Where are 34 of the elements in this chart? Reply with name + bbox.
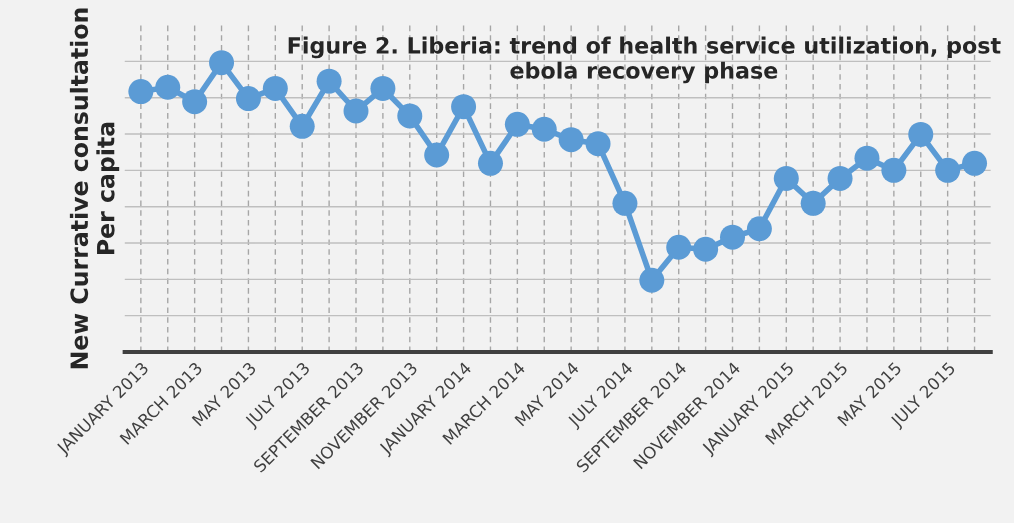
point <box>343 98 369 124</box>
chart-title: Figure 2. Liberia: trend of health service utilization, post ebola recovery phase <box>288 36 1001 84</box>
point <box>504 111 530 137</box>
point <box>881 157 907 183</box>
point <box>558 127 584 153</box>
point <box>746 216 772 242</box>
point <box>854 145 880 171</box>
point <box>666 234 692 260</box>
point <box>289 113 315 139</box>
point <box>155 74 181 100</box>
point <box>451 94 477 120</box>
point <box>693 236 719 262</box>
point <box>827 165 853 191</box>
point <box>370 75 396 101</box>
point <box>424 142 450 168</box>
point <box>262 75 288 101</box>
y-axis-title: New Currative consultation Per capita <box>69 8 120 369</box>
point <box>720 224 745 250</box>
point <box>908 121 934 147</box>
point <box>585 131 611 157</box>
point <box>962 150 988 176</box>
point <box>209 50 235 76</box>
point <box>612 190 638 216</box>
point <box>316 68 342 94</box>
point <box>531 116 557 142</box>
point <box>397 103 423 129</box>
point <box>639 267 665 293</box>
point <box>773 165 799 191</box>
point <box>128 79 154 105</box>
point <box>935 157 961 183</box>
point <box>235 86 261 112</box>
point <box>182 89 208 115</box>
point <box>477 150 503 176</box>
point <box>800 190 826 216</box>
